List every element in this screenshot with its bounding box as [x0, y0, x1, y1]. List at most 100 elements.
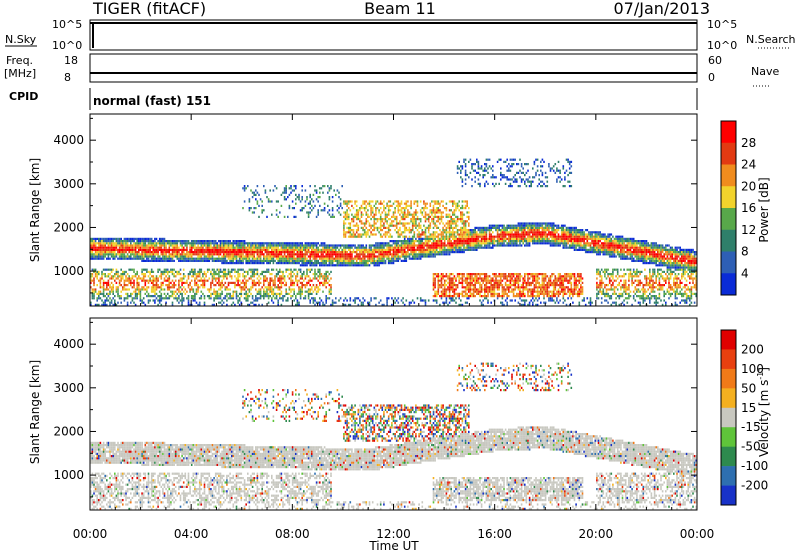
- power-echo-cell: [399, 235, 401, 238]
- power-echo-cell: [187, 259, 190, 262]
- power-echo-cell: [213, 244, 215, 247]
- power-echo-cell: [407, 244, 409, 247]
- power-echo-cell: [466, 244, 468, 247]
- power-echo-cell: [226, 255, 228, 258]
- power-echo-cell: [189, 244, 191, 247]
- power-echo-cell: [261, 242, 263, 245]
- power-echo-cell: [277, 301, 279, 304]
- power-echo-cell: [445, 215, 448, 218]
- power-echo-cell: [216, 257, 219, 260]
- power-echo-cell: [146, 237, 148, 240]
- power-echo-cell: [160, 275, 163, 278]
- power-echo-cell: [248, 295, 251, 298]
- power-echo-cell: [362, 303, 364, 306]
- power-echo-cell: [288, 248, 291, 251]
- power-echo-cell: [168, 257, 171, 260]
- power-echo-cell: [190, 248, 193, 251]
- power-echo-cell: [464, 229, 467, 232]
- power-echo-cell: [419, 220, 422, 223]
- power-echo-cell: [93, 270, 95, 273]
- power-echo-cell: [363, 299, 366, 302]
- power-data-layer: [90, 158, 697, 306]
- power-echo-cell: [202, 257, 204, 260]
- power-echo-cell: [94, 244, 97, 247]
- power-echo-cell: [277, 253, 279, 256]
- power-echo-cell: [192, 244, 195, 247]
- power-echo-cell: [125, 251, 127, 254]
- power-echo-cell: [479, 226, 481, 229]
- power-echo-cell: [458, 167, 460, 170]
- power-echo-cell: [218, 295, 220, 298]
- power-echo-cell: [160, 237, 163, 240]
- power-echo-cell: [142, 277, 145, 280]
- power-echo-cell: [435, 292, 438, 295]
- power-echo-cell: [163, 270, 166, 273]
- power-echo-cell: [170, 248, 172, 251]
- power-echo-cell: [378, 242, 380, 245]
- power-echo-cell: [360, 251, 363, 254]
- power-echo-cell: [224, 281, 227, 284]
- power-echo-cell: [174, 251, 177, 254]
- power-echo-cell: [427, 229, 430, 232]
- power-echo-cell: [101, 303, 103, 306]
- power-echo-cell: [408, 253, 411, 256]
- power-echo-cell: [152, 253, 155, 256]
- power-echo-cell: [126, 288, 129, 291]
- power-echo-cell: [221, 270, 223, 273]
- power-echo-cell: [319, 204, 321, 207]
- power-echo-cell: [247, 257, 249, 260]
- power-echo-cell: [461, 275, 464, 278]
- power-echo-cell: [293, 273, 295, 276]
- power-echo-cell: [307, 281, 310, 284]
- power-echo-cell: [190, 255, 193, 258]
- power-echo-cell: [102, 288, 105, 291]
- power-echo-cell: [221, 290, 223, 293]
- power-echo-cell: [440, 233, 443, 236]
- power-echo-cell: [460, 251, 462, 254]
- power-echo-cell: [343, 229, 345, 232]
- power-echo-cell: [258, 281, 260, 284]
- power-echo-cell: [413, 246, 416, 249]
- power-echo-cell: [106, 292, 108, 295]
- power-echo-cell: [362, 259, 364, 262]
- power-echo-cell: [259, 277, 262, 280]
- power-echo-cell: [387, 262, 390, 265]
- power-echo-cell: [408, 244, 411, 247]
- power-echo-cell: [282, 281, 284, 284]
- power-echo-cell: [381, 244, 384, 247]
- power-echo-cell: [389, 246, 392, 249]
- power-echo-cell: [219, 253, 222, 256]
- power-echo-cell: [139, 299, 142, 302]
- power-echo-cell: [256, 297, 259, 300]
- power-echo-cell: [91, 246, 94, 249]
- power-echo-cell: [384, 253, 387, 256]
- power-echo-cell: [426, 253, 428, 256]
- power-echo-cell: [150, 237, 153, 240]
- power-echo-cell: [288, 207, 291, 210]
- power-echo-cell: [330, 257, 332, 260]
- power-echo-cell: [387, 248, 390, 251]
- power-echo-cell: [427, 224, 430, 227]
- power-echo-cell: [343, 303, 345, 306]
- power-echo-cell: [395, 248, 398, 251]
- power-echo-cell: [144, 292, 147, 295]
- power-echo-cell: [283, 295, 286, 298]
- power-echo-cell: [397, 240, 400, 243]
- power-echo-cell: [341, 207, 343, 210]
- power-echo-cell: [359, 207, 361, 210]
- power-echo-cell: [208, 297, 211, 300]
- power-echo-cell: [429, 248, 432, 251]
- power-echo-cell: [472, 295, 475, 298]
- power-echo-cell: [288, 242, 291, 245]
- power-echo-cell: [150, 270, 153, 273]
- power-echo-cell: [314, 286, 316, 289]
- power-echo-cell: [301, 242, 303, 245]
- power-echo-cell: [197, 255, 199, 258]
- power-echo-cell: [479, 299, 481, 302]
- power-echo-cell: [443, 246, 446, 249]
- power-echo-cell: [447, 215, 449, 218]
- power-echo-cell: [203, 277, 206, 280]
- power-echo-cell: [232, 290, 235, 293]
- power-echo-cell: [178, 273, 180, 276]
- power-echo-cell: [206, 295, 209, 298]
